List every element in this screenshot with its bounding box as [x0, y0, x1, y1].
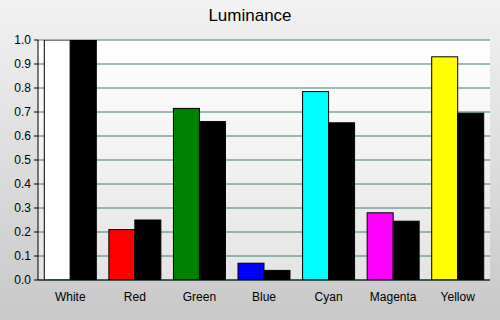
grid-line — [38, 184, 490, 185]
tick-label: 0.7 — [14, 105, 31, 119]
title: Luminance — [208, 6, 291, 25]
category-label: Blue — [252, 290, 276, 304]
tick-label: 0.3 — [14, 201, 31, 215]
tick-mark — [34, 136, 38, 137]
bar — [199, 122, 225, 280]
background — [0, 0, 500, 320]
y-axis — [38, 40, 39, 280]
tick-mark — [34, 232, 38, 233]
category-label: Yellow — [441, 290, 476, 304]
tick-label: 0.4 — [14, 177, 31, 191]
category-label: Red — [124, 290, 146, 304]
bar — [109, 230, 135, 280]
tick-mark — [34, 88, 38, 89]
grid-line — [38, 112, 490, 113]
grid-line — [38, 256, 490, 257]
tick-label: 0.6 — [14, 129, 31, 143]
category-label: Cyan — [315, 290, 343, 304]
bar — [173, 108, 199, 280]
tick-label: 0.5 — [14, 153, 31, 167]
bar — [264, 270, 290, 280]
tick-label: 1.0 — [14, 33, 31, 47]
tick-mark — [34, 40, 38, 41]
bar — [432, 57, 458, 280]
x-axis — [38, 280, 490, 281]
tick-label: 0.8 — [14, 81, 31, 95]
bar — [238, 263, 264, 280]
bar — [303, 92, 329, 280]
tick-label: 0.9 — [14, 57, 31, 71]
bar — [329, 123, 355, 280]
bar — [135, 220, 161, 280]
grid-line — [38, 280, 490, 281]
category-label: Green — [183, 290, 216, 304]
tick-mark — [34, 280, 38, 281]
grid-line — [38, 88, 490, 89]
grid-line — [38, 160, 490, 161]
grid-line — [38, 232, 490, 233]
tick-mark — [34, 112, 38, 113]
bars — [44, 40, 483, 280]
tick-mark — [34, 256, 38, 257]
bar — [44, 40, 70, 280]
tick-mark — [34, 64, 38, 65]
chart-container: Luminance 0.0 0.1 0.2 0.3 0.4 0.5 0.6 0.7 0.8 0.9 1… — [0, 0, 500, 320]
category-label: Magenta — [370, 290, 417, 304]
bar — [70, 40, 96, 280]
chart-svg: Luminance 0.0 0.1 0.2 0.3 0.4 0.5 0.6 0.7 0.8 0.9 1… — [0, 0, 500, 320]
tick-label: 0.0 — [14, 273, 31, 287]
tick-mark — [34, 184, 38, 185]
tick-mark — [34, 160, 38, 161]
bar — [458, 113, 484, 280]
grid-line — [38, 208, 490, 209]
grid-line — [38, 136, 490, 137]
tick-mark — [34, 208, 38, 209]
grid-line — [38, 64, 490, 65]
bar — [393, 221, 419, 280]
category-label: White — [55, 290, 86, 304]
bar — [367, 213, 393, 280]
plot-area — [38, 40, 490, 280]
grid-line — [38, 40, 490, 41]
tick-label: 0.2 — [14, 225, 31, 239]
tick-label: 0.1 — [14, 249, 31, 263]
